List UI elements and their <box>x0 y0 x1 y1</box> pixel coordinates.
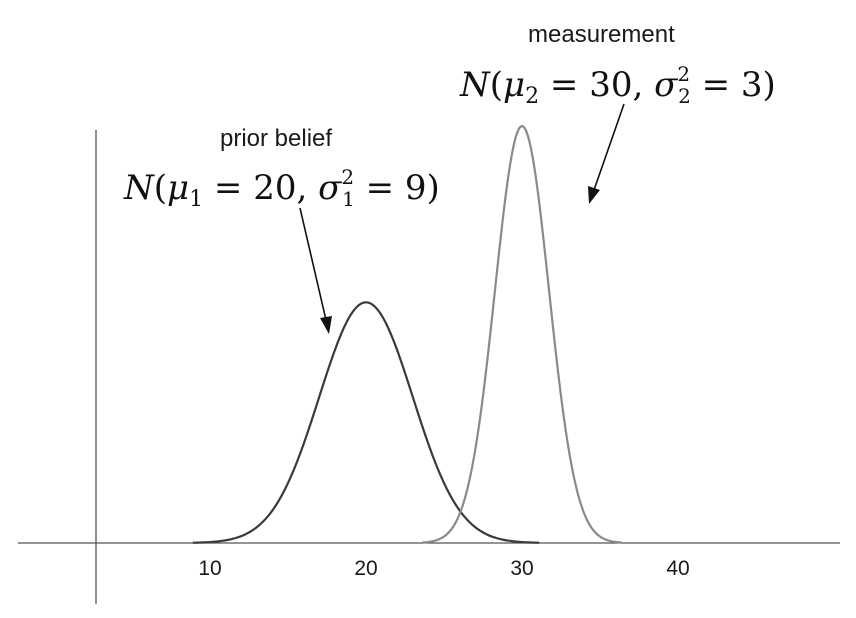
measurement-formula: N(μ2 = 30, σ2 2 = 3) <box>459 62 776 109</box>
measurement-title: measurement <box>528 21 675 48</box>
prior-belief-formula: N(μ1 = 20, σ2 1 = 9) <box>123 165 440 212</box>
prior-belief-arrow <box>299 207 327 321</box>
x-tick-label: 40 <box>666 557 689 580</box>
prior-belief-arrowhead <box>320 316 332 334</box>
x-tick-label: 10 <box>198 557 221 580</box>
curves-group <box>192 124 623 544</box>
measurement-arrowhead <box>588 186 600 204</box>
prior-belief-curve <box>192 301 540 544</box>
measurement-curve <box>421 124 623 544</box>
x-tick-labels: 10 20 30 40 <box>198 557 689 580</box>
x-tick-label: 30 <box>510 557 533 580</box>
x-tick-label: 20 <box>354 557 377 580</box>
measurement-arrow <box>593 103 625 191</box>
prior-belief-title: prior belief <box>220 125 332 152</box>
